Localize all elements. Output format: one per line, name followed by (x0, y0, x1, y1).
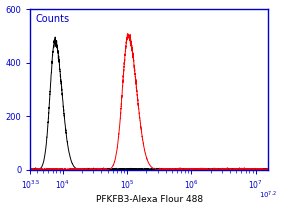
Text: Counts: Counts (35, 14, 69, 24)
X-axis label: PFKFB3-Alexa Flour 488: PFKFB3-Alexa Flour 488 (96, 196, 203, 205)
Text: $10^{7.2}$: $10^{7.2}$ (260, 190, 277, 201)
